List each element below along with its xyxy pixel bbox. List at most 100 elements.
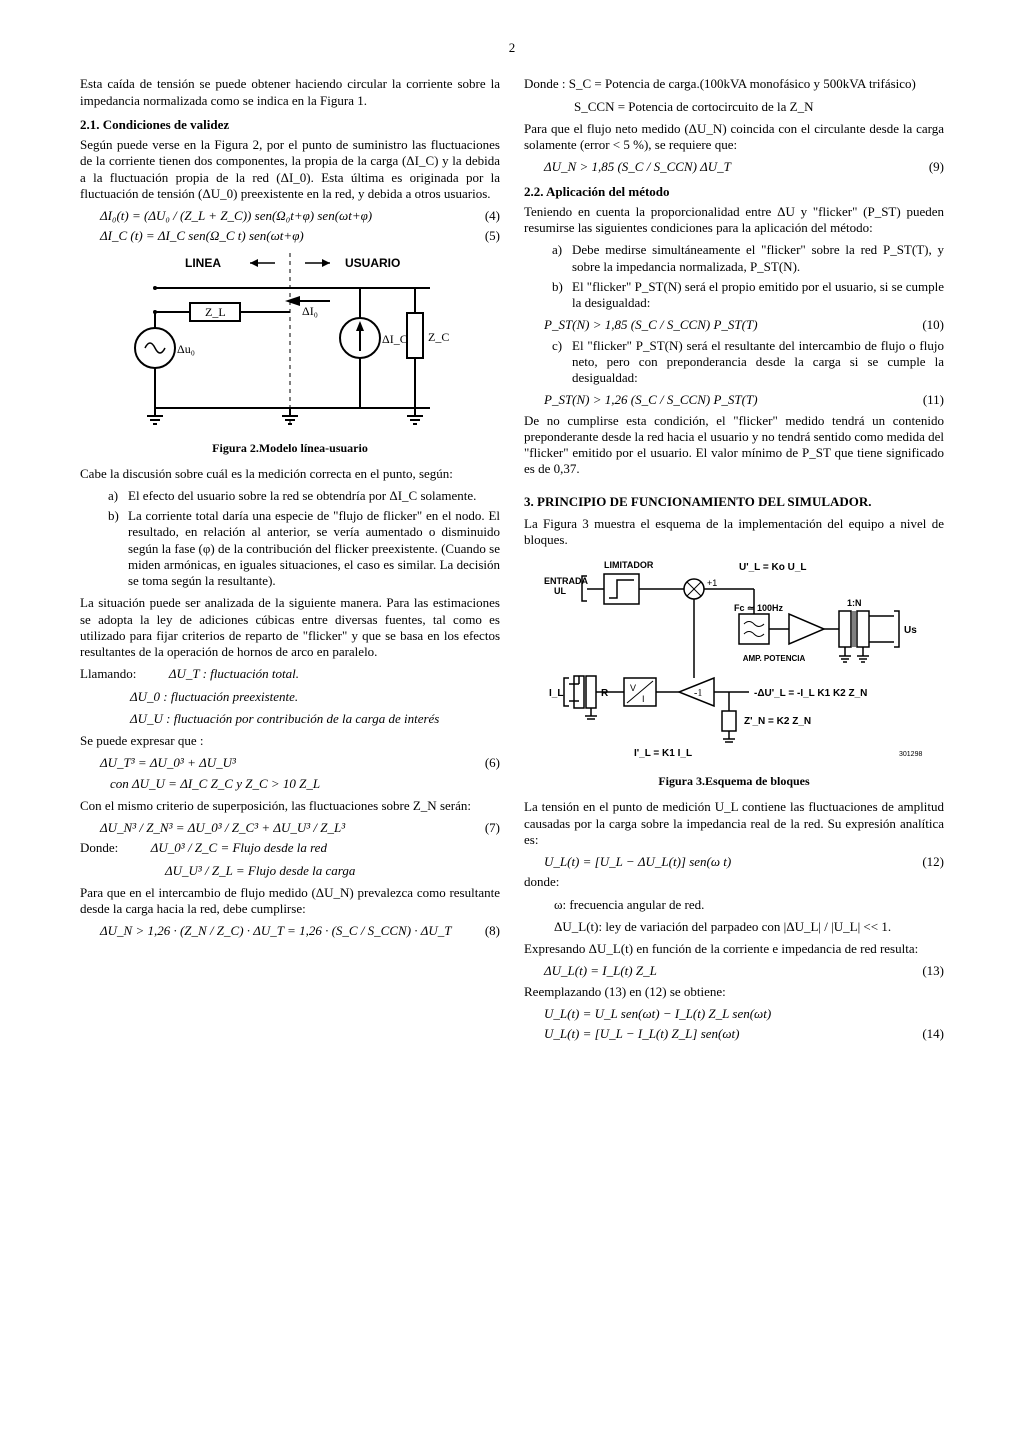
equation-14: U_L(t) = [U_L − I_L(t) Z_L] sen(ωt) (14) bbox=[544, 1026, 944, 1042]
sec21-p4: Con el mismo criterio de superposición, … bbox=[80, 798, 500, 814]
duu-label: ΔU_U : fluctuación por contribución de l… bbox=[130, 711, 500, 727]
equation-10: P_ST(N) > 1,85 (S_C / S_CCN) P_ST(T) (10… bbox=[544, 317, 944, 333]
eq11-num: (11) bbox=[904, 392, 944, 408]
sec22-list: a) Debe medirse simultáneamente el "flic… bbox=[552, 242, 944, 311]
eq14-num: (14) bbox=[904, 1026, 944, 1042]
eq5-num: (5) bbox=[460, 228, 500, 244]
sec22-c-text: El "flicker" P_ST(N) será el resultante … bbox=[572, 338, 944, 387]
fig3-zn: Z'_N = K2 Z_N bbox=[744, 716, 811, 727]
llamando: Llamando: ΔU_T : fluctuación total. bbox=[80, 666, 500, 682]
block-diagram-icon: LIMITADOR ENTRADA UL U'_L = Ko U_L +1 Fc… bbox=[539, 556, 929, 766]
two-column-layout: Esta caída de tensión se puede obtener h… bbox=[80, 76, 944, 1046]
donde-flujos: Donde: ΔU_0³ / Z_C = Flujo desde la red bbox=[80, 840, 500, 856]
sec3-p1: La Figura 3 muestra el esquema de la imp… bbox=[524, 516, 944, 549]
fig3-num: 301298 bbox=[899, 751, 922, 758]
eq8-num: (8) bbox=[460, 923, 500, 939]
eq10-num: (10) bbox=[904, 317, 944, 333]
list-marker: a) bbox=[108, 488, 128, 504]
du0-label: ΔU_0 : fluctuación preexistente. bbox=[130, 689, 500, 705]
sec3-p3: Expresando ΔU_L(t) en función de la corr… bbox=[524, 941, 944, 957]
sccn-def: S_CCN = Potencia de cortocircuito de la … bbox=[574, 99, 944, 115]
fig2-zl: Z_L bbox=[205, 305, 226, 319]
figure-2: LINEA USUARIO Z_L ΔI₀ bbox=[80, 253, 500, 433]
fig3-limitador: LIMITADOR bbox=[604, 560, 654, 570]
fig3-fc: Fc ≃ 100Hz bbox=[734, 603, 784, 613]
equation-7: ΔU_N³ / Z_N³ = ΔU_0³ / Z_C³ + ΔU_U³ / Z_… bbox=[100, 820, 500, 836]
sec3-p2: La tensión en el punto de medición U_L c… bbox=[524, 799, 944, 848]
flujo-red: ΔU_0³ / Z_C = Flujo desde la red bbox=[151, 840, 327, 855]
list-a-text: El efecto del usuario sobre la red se ob… bbox=[128, 488, 476, 504]
sec21-p1: Según puede verse en la Figura 2, por el… bbox=[80, 137, 500, 202]
circuit-diagram-icon: LINEA USUARIO Z_L ΔI₀ bbox=[130, 253, 450, 433]
eq9-body: ΔU_N > 1,85 (S_C / S_CCN) ΔU_T bbox=[544, 159, 904, 175]
sec22-a-text: Debe medirse simultáneamente el "flicker… bbox=[572, 242, 944, 275]
eq13-num: (13) bbox=[904, 963, 944, 979]
llamando-label: Llamando: bbox=[80, 666, 136, 681]
eq7-num: (7) bbox=[460, 820, 500, 836]
fig3-ul: UL bbox=[554, 586, 566, 596]
sec3-p4: Reemplazando (13) en (12) se obtiene: bbox=[524, 984, 944, 1000]
eq14-body: U_L(t) = [U_L − I_L(t) Z_L] sen(ωt) bbox=[544, 1026, 904, 1042]
fig2-usuario: USUARIO bbox=[345, 256, 400, 270]
fig3-vi2: I bbox=[642, 694, 645, 704]
section-3-title: 3. PRINCIPIO DE FUNCIONAMIENTO DEL SIMUL… bbox=[524, 494, 944, 510]
donde-label: Donde: bbox=[80, 840, 118, 855]
eq7-body: ΔU_N³ / Z_N³ = ΔU_0³ / Z_C³ + ΔU_U³ / Z_… bbox=[100, 820, 460, 836]
eq4-num: (4) bbox=[460, 208, 500, 224]
equation-12: U_L(t) = [U_L − ΔU_L(t)] sen(ω t) (12) bbox=[544, 854, 944, 870]
fig3-r: R bbox=[601, 688, 609, 699]
fig2-du0: Δu₀ bbox=[177, 342, 195, 356]
dut-label: ΔU_T : fluctuación total. bbox=[169, 666, 299, 681]
equation-6: ΔU_T³ = ΔU_0³ + ΔU_U³ (6) bbox=[100, 755, 500, 771]
figure-3-caption: Figura 3.Esquema de bloques bbox=[524, 774, 944, 789]
sec22-b-text: El "flicker" P_ST(N) será el propio emit… bbox=[572, 279, 944, 312]
sec22-p2: De no cumplirse esta condición, el "flic… bbox=[524, 413, 944, 478]
list-marker: a) bbox=[552, 242, 572, 275]
page-number: 2 bbox=[80, 40, 944, 56]
sec21-p3: La situación puede ser analizada de la s… bbox=[80, 595, 500, 660]
fig3-minus1: -1 bbox=[694, 688, 702, 699]
eq11-body: P_ST(N) > 1,26 (S_C / S_CCN) P_ST(T) bbox=[544, 392, 904, 408]
right-p1: Para que el flujo neto medido (ΔU_N) coi… bbox=[524, 121, 944, 154]
eq10-body: P_ST(N) > 1,85 (S_C / S_CCN) P_ST(T) bbox=[544, 317, 904, 333]
flujo-carga: ΔU_U³ / Z_L = Flujo desde la carga bbox=[165, 863, 500, 879]
equation-4: ΔI₀(t) = (ΔU₀ / (Z_L + Z_C)) sen(Ω₀t+φ) … bbox=[100, 208, 500, 224]
fig3-amp: AMP. POTENCIA bbox=[743, 654, 806, 663]
list-item: c) El "flicker" P_ST(N) será el resultan… bbox=[552, 338, 944, 387]
eq5-body: ΔI_C (t) = ΔI_C sen(Ω_C t) sen(ωt+φ) bbox=[100, 228, 460, 244]
fig2-dic: ΔI_C bbox=[382, 332, 408, 346]
section-2-2-title: 2.2. Aplicación del método bbox=[524, 184, 944, 200]
fig3-il: I_L bbox=[549, 688, 563, 699]
figure-3: LIMITADOR ENTRADA UL U'_L = Ko U_L +1 Fc… bbox=[524, 556, 944, 766]
equation-8: ΔU_N > 1,26 · (Z_N / Z_C) · ΔU_T = 1,26 … bbox=[100, 923, 500, 939]
list-item: b) El "flicker" P_ST(N) será el propio e… bbox=[552, 279, 944, 312]
sec21-list: a) El efecto del usuario sobre la red se… bbox=[108, 488, 500, 590]
sec21-p5: Para que en el intercambio de flujo medi… bbox=[80, 885, 500, 918]
equation-9: ΔU_N > 1,85 (S_C / S_CCN) ΔU_T (9) bbox=[544, 159, 944, 175]
list-marker: b) bbox=[552, 279, 572, 312]
donde: donde: bbox=[524, 874, 944, 890]
eq12-body: U_L(t) = [U_L − ΔU_L(t)] sen(ω t) bbox=[544, 854, 904, 870]
eq12-num: (12) bbox=[904, 854, 944, 870]
dult-def: ΔU_L(t): ley de variación del parpadeo c… bbox=[554, 919, 944, 935]
equation-11: P_ST(N) > 1,26 (S_C / S_CCN) P_ST(T) (11… bbox=[544, 392, 944, 408]
sec22-list-c: c) El "flicker" P_ST(N) será el resultan… bbox=[552, 338, 944, 387]
intro-paragraph: Esta caída de tensión se puede obtener h… bbox=[80, 76, 500, 109]
fig3-1n: 1:N bbox=[847, 598, 862, 608]
fig2-zc: Z_C bbox=[428, 330, 449, 344]
eq4-body: ΔI₀(t) = (ΔU₀ / (Z_L + Z_C)) sen(Ω₀t+φ) … bbox=[100, 208, 460, 224]
fig3-vi: V bbox=[630, 683, 636, 693]
eq13-body: ΔU_L(t) = I_L(t) Z_L bbox=[544, 963, 904, 979]
list-item: a) Debe medirse simultáneamente el "flic… bbox=[552, 242, 944, 275]
eq14a-body: U_L(t) = U_L sen(ωt) − I_L(t) Z_L sen(ωt… bbox=[544, 1006, 904, 1022]
eq8-body: ΔU_N > 1,26 · (Z_N / Z_C) · ΔU_T = 1,26 … bbox=[100, 923, 460, 939]
section-2-1-title: 2.1. Condiciones de validez bbox=[80, 117, 500, 133]
fig2-linea: LINEA bbox=[185, 256, 221, 270]
fig3-plus1: +1 bbox=[707, 578, 717, 588]
fig2-di0: ΔI₀ bbox=[302, 304, 318, 318]
equation-13: ΔU_L(t) = I_L(t) Z_L (13) bbox=[544, 963, 944, 979]
list-marker: b) bbox=[108, 508, 128, 589]
equation-14a: U_L(t) = U_L sen(ωt) − I_L(t) Z_L sen(ωt… bbox=[544, 1006, 944, 1022]
donde-sc: Donde : S_C = Potencia de carga.(100kVA … bbox=[524, 76, 944, 92]
list-item: b) La corriente total daría una especie … bbox=[108, 508, 500, 589]
